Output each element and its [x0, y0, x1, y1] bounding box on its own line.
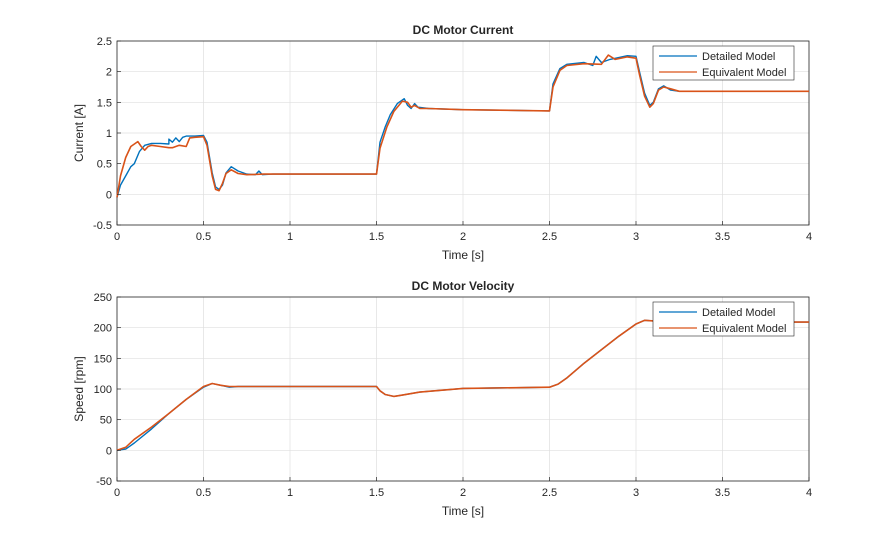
velocity-legend-label-equivalent: Equivalent Model: [702, 323, 786, 335]
current-series-equivalent: [116, 54, 809, 198]
velocity-y-tick-label: -50: [96, 476, 112, 488]
current-chart-title: DC Motor Current: [413, 23, 514, 37]
velocity-series-equivalent: [116, 319, 809, 452]
current-x-tick-label: 3: [633, 231, 639, 243]
current-y-tick-label: 2: [106, 67, 112, 79]
velocity-x-tick-label: 4: [806, 487, 812, 499]
velocity-series: [116, 319, 809, 452]
current-ticks: 0 0.5 1 1.5 2 2.5 3 3.5 4-0.500.511.522.5: [93, 36, 812, 243]
velocity-x-tick-label: 1.5: [369, 487, 384, 499]
velocity-x-tick-label: 0.5: [196, 487, 211, 499]
velocity-x-tick-label: 2: [460, 487, 466, 499]
current-y-tick-label: 0.5: [97, 159, 112, 171]
velocity-y-label: Speed [rpm]: [72, 356, 86, 421]
velocity-x-tick-label: 2.5: [542, 487, 557, 499]
current-x-tick-label: 0.5: [196, 231, 211, 243]
velocity-y-tick-label: 200: [94, 323, 112, 335]
current-y-tick-label: 2.5: [97, 36, 112, 48]
velocity-subplot: DC Motor Velocity 0 0.5 1 1.5 2 2.5 3 3.5 4-5005…: [72, 279, 812, 518]
current-x-tick-label: 1: [287, 231, 293, 243]
velocity-x-tick-label: 3: [633, 487, 639, 499]
current-legend-box: [652, 45, 795, 81]
current-x-tick-label: 2.5: [542, 231, 557, 243]
velocity-chart-title: DC Motor Velocity: [412, 279, 515, 293]
velocity-y-tick-label: 250: [94, 292, 112, 304]
current-x-tick-label: 0: [114, 231, 120, 243]
current-legend: Detailed Model Equivalent Model: [652, 45, 795, 81]
current-y-tick-label: 0: [106, 189, 112, 201]
velocity-legend: Detailed Model Equivalent Model: [652, 301, 795, 337]
velocity-x-tick-label: 1: [287, 487, 293, 499]
current-y-tick-label: -0.5: [93, 220, 112, 232]
current-x-tick-label: 2: [460, 231, 466, 243]
current-x-tick-label: 3.5: [715, 231, 730, 243]
current-y-tick-label: 1: [106, 128, 112, 140]
current-x-tick-label: 1.5: [369, 231, 384, 243]
velocity-legend-box: [652, 301, 795, 337]
velocity-legend-label-detailed: Detailed Model: [702, 307, 775, 319]
current-x-tick-label: 4: [806, 231, 812, 243]
current-y-tick-label: 1.5: [97, 97, 112, 109]
current-x-label: Time [s]: [442, 248, 484, 262]
velocity-y-tick-label: 0: [106, 445, 112, 457]
velocity-y-tick-label: 150: [94, 353, 112, 365]
velocity-x-tick-label: 0: [114, 487, 120, 499]
velocity-y-tick-label: 100: [94, 384, 112, 396]
velocity-y-tick-label: 50: [100, 415, 112, 427]
current-legend-label-detailed: Detailed Model: [702, 51, 775, 63]
velocity-x-label: Time [s]: [442, 504, 484, 518]
velocity-x-tick-label: 3.5: [715, 487, 730, 499]
current-y-label: Current [A]: [72, 104, 86, 162]
current-subplot: DC Motor Current 0 0.5 1 1.5 2 2.5 3 3.5 4-0.500…: [72, 23, 812, 262]
current-legend-label-equivalent: Equivalent Model: [702, 67, 786, 79]
current-series: [116, 54, 809, 198]
